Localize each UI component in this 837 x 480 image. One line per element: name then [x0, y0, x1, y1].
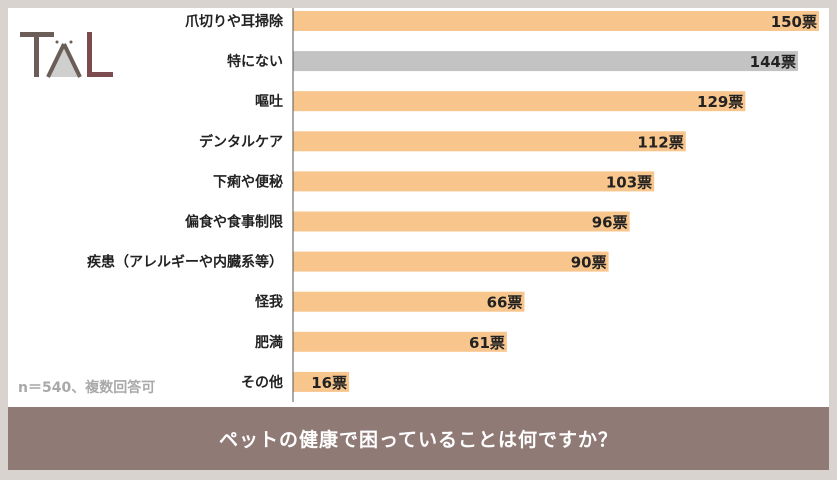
category-label: 特にない	[227, 53, 283, 70]
value-label: 66票	[487, 294, 523, 312]
bar	[293, 251, 609, 272]
value-label: 61票	[469, 334, 505, 352]
category-label: 疾患（アレルギーや内臓系等）	[87, 254, 283, 271]
bar	[293, 371, 350, 392]
bar	[293, 331, 507, 352]
value-label: 150票	[771, 13, 817, 31]
bar	[293, 91, 746, 112]
value-label: 103票	[606, 173, 652, 191]
value-label: 90票	[571, 254, 607, 272]
category-label: その他	[241, 374, 283, 391]
bar	[293, 211, 630, 232]
chart-title-banner: ペットの健康で困っていることは何ですか？	[8, 407, 829, 470]
category-label: デンタルケア	[199, 133, 283, 150]
category-label: 怪我	[255, 294, 283, 311]
category-label: 肥満	[255, 334, 283, 351]
category-label: 嘔吐	[255, 94, 283, 110]
bar	[293, 51, 798, 72]
bar	[293, 171, 655, 192]
value-label: 16票	[311, 374, 347, 392]
category-label: 下痢や便秘	[213, 173, 283, 190]
question-title: ペットの健康で困っていることは何ですか？	[218, 429, 619, 451]
bar	[293, 291, 525, 312]
value-label: 144票	[750, 53, 796, 71]
bar	[293, 11, 819, 31]
sample-note: n＝540、複数回答可	[18, 380, 156, 396]
tal-logo	[20, 32, 113, 78]
category-label: 爪切りや耳掃除	[185, 13, 284, 30]
category-label: 偏食や食事制限	[185, 214, 283, 231]
value-label: 129票	[697, 93, 743, 111]
value-label: 112票	[637, 133, 683, 151]
value-label: 96票	[592, 214, 628, 232]
bar	[293, 131, 686, 152]
